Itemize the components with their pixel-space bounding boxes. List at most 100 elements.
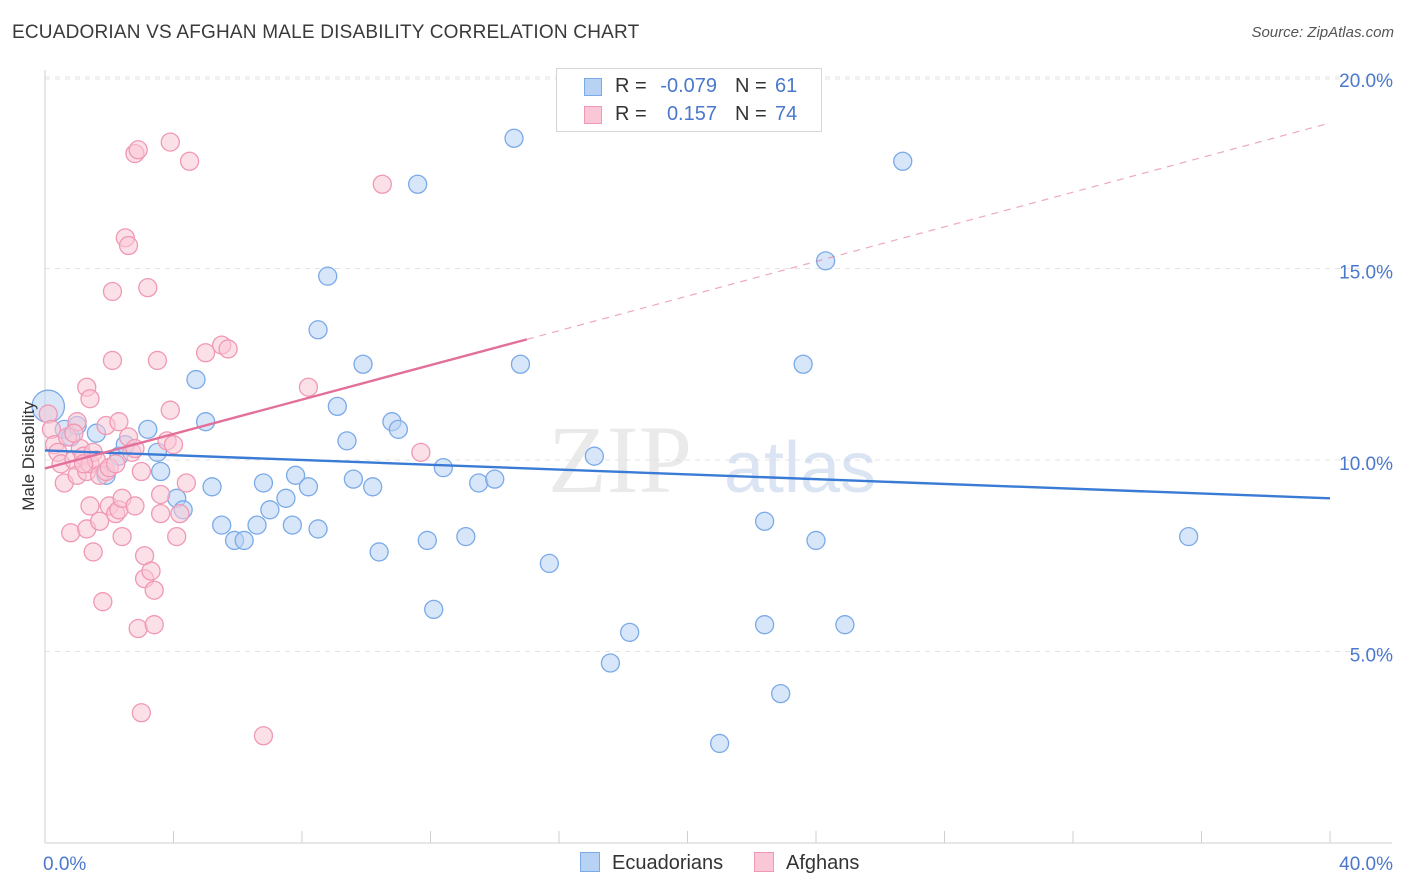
legend-r-value: 0.157 bbox=[666, 103, 717, 125]
afghan-point bbox=[372, 174, 392, 194]
ecuadorian-point bbox=[150, 461, 171, 482]
afghan-point bbox=[218, 339, 238, 359]
ecuadorian-point bbox=[260, 500, 280, 520]
afghan-point bbox=[128, 140, 148, 160]
ecuadorian-point bbox=[407, 174, 428, 194]
ecuadorian-trend-line bbox=[44, 449, 1331, 500]
ecuadorian-point bbox=[620, 622, 640, 642]
grid-lines bbox=[45, 76, 1392, 652]
ecuadorian-point bbox=[1179, 526, 1199, 547]
ecuadorian-point bbox=[504, 128, 524, 148]
ecuadorian-point bbox=[754, 615, 775, 635]
ecuadorian-point bbox=[835, 615, 855, 635]
ecuadorian-point bbox=[771, 683, 791, 704]
afghan-point bbox=[298, 377, 319, 397]
chart-title: ECUADORIAN VS AFGHAN MALE DISABILITY COR… bbox=[12, 22, 640, 43]
legend-swatch-ecuadorians bbox=[580, 852, 600, 872]
afghan-point bbox=[80, 389, 100, 409]
y-tick-label: 10.0% bbox=[1339, 454, 1393, 475]
tick-labels: 5.0% 10.0% 15.0% 20.0% 0.0% 40.0% bbox=[43, 71, 1393, 875]
ecuadorian-point bbox=[276, 488, 296, 508]
afghan-point bbox=[147, 350, 168, 371]
afghan-point bbox=[138, 277, 158, 298]
ecuadorian-point bbox=[388, 419, 409, 440]
afghan-trend-extension bbox=[526, 122, 1331, 340]
afghan-point bbox=[131, 461, 152, 482]
ecuadorian-point bbox=[353, 354, 373, 374]
bottom-legend-afghans[interactable]: Afghans bbox=[754, 852, 859, 875]
afghan-point bbox=[131, 703, 152, 723]
source-credit: Source: ZipAtlas.com bbox=[1251, 24, 1394, 41]
afghan-point bbox=[102, 350, 123, 371]
legend-n-value: 61 bbox=[775, 75, 798, 97]
ecuadorian-point bbox=[253, 473, 274, 493]
afghan-point bbox=[89, 511, 110, 531]
legend-n-value: 74 bbox=[775, 103, 798, 125]
legend-r-label: R = bbox=[615, 103, 647, 125]
legend-swatch-afghans bbox=[754, 852, 774, 872]
afghan-point bbox=[64, 423, 84, 443]
afghan-trend-line bbox=[44, 338, 528, 470]
afghan-point bbox=[176, 473, 197, 493]
ecuadorian-point bbox=[212, 515, 232, 535]
afghan-point bbox=[109, 412, 129, 432]
ecuadorian-point bbox=[247, 515, 267, 535]
afghan-point bbox=[160, 132, 180, 152]
axes bbox=[44, 70, 1392, 844]
ecuadorian-point bbox=[584, 446, 604, 466]
ecuadorian-point bbox=[433, 458, 454, 478]
afghan-point bbox=[141, 561, 161, 581]
ecuadorian-point bbox=[363, 477, 383, 497]
ecuadorian-point bbox=[327, 396, 347, 417]
legend-n-label: N = bbox=[735, 75, 767, 97]
afghan-point bbox=[253, 726, 274, 746]
ecuadorian-point bbox=[806, 530, 826, 551]
x-tick-label: 0.0% bbox=[43, 854, 86, 875]
afghan-point bbox=[61, 523, 81, 543]
watermark: ZIP atlas bbox=[548, 406, 876, 513]
ecuadorian-point bbox=[893, 151, 913, 171]
afghan-point bbox=[170, 503, 190, 524]
afghan-point bbox=[112, 526, 132, 547]
afghan-point bbox=[163, 435, 184, 455]
ecuadorian-point bbox=[754, 511, 775, 531]
ecuadorian-point bbox=[234, 530, 254, 551]
legend-label-ecuadorians: Ecuadorians bbox=[612, 852, 724, 874]
trend-lines bbox=[44, 122, 1331, 500]
afghan-point bbox=[195, 343, 216, 363]
ecuadorian-point bbox=[285, 465, 306, 485]
ecuadorian-point bbox=[202, 477, 222, 497]
legend-r-label: R = bbox=[615, 75, 647, 97]
afghan-point bbox=[150, 503, 171, 524]
ecuadorian-point bbox=[539, 553, 560, 574]
afghan-point bbox=[128, 618, 148, 639]
ecuadorian-point bbox=[709, 733, 730, 754]
legend-swatch-afghans bbox=[584, 106, 602, 124]
afghan-point bbox=[83, 542, 103, 562]
afghan-point bbox=[80, 496, 100, 516]
afghan-point bbox=[167, 526, 187, 547]
afghan-point bbox=[125, 496, 145, 516]
bottom-legend-ecuadorians[interactable]: Ecuadorians bbox=[580, 852, 723, 875]
ecuadorian-point bbox=[186, 369, 206, 390]
afghan-point bbox=[106, 454, 126, 474]
ecuadorian-point bbox=[308, 320, 328, 340]
ecuadorian-point bbox=[424, 599, 444, 620]
legend-r-value: -0.079 bbox=[660, 75, 717, 97]
watermark-zip: ZIP bbox=[548, 406, 692, 513]
ecuadorian-point bbox=[793, 354, 813, 374]
afghan-point bbox=[144, 580, 164, 600]
ecuadorian-point bbox=[343, 469, 364, 489]
ecuadorian-point bbox=[510, 354, 531, 374]
afghan-point bbox=[93, 592, 113, 612]
y-tick-label: 20.0% bbox=[1339, 71, 1393, 92]
afghan-point bbox=[160, 400, 180, 420]
ecuadorian-point bbox=[369, 542, 389, 562]
afghan-point bbox=[179, 151, 200, 171]
afghan-point bbox=[102, 281, 123, 302]
legend-label-afghans: Afghans bbox=[786, 852, 860, 874]
y-tick-label: 5.0% bbox=[1350, 646, 1393, 667]
ecuadorian-point bbox=[417, 530, 437, 551]
ecuadorian-point bbox=[485, 469, 505, 489]
